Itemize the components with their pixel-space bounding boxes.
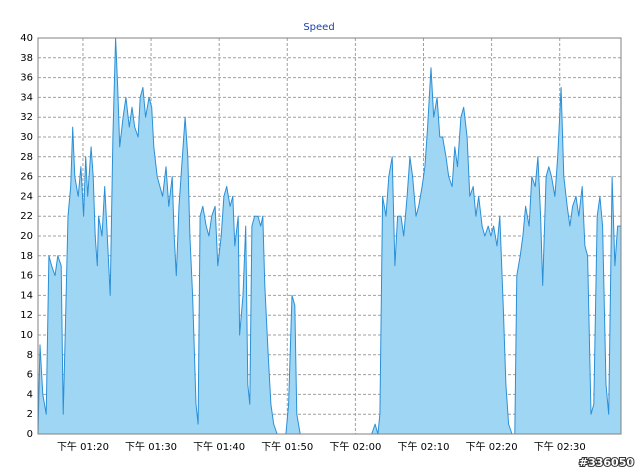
x-tick-label: 下午 02:30 — [534, 440, 586, 453]
chart-title: Speed — [303, 22, 334, 33]
x-tick-label: 下午 01:50 — [261, 440, 313, 453]
y-tick-label: 14 — [20, 290, 33, 301]
y-tick-label: 12 — [20, 310, 33, 321]
y-tick-label: 26 — [20, 172, 33, 183]
y-tick-label: 0 — [27, 429, 33, 440]
area — [37, 37, 622, 435]
y-tick-label: 36 — [20, 73, 33, 84]
watermark: #336050 — [579, 456, 634, 469]
y-tick-label: 10 — [20, 330, 33, 341]
y-tick-label: 6 — [27, 370, 33, 381]
y-tick-label: 30 — [20, 132, 33, 143]
y-tick-label: 24 — [20, 191, 33, 202]
y-tick-label: 18 — [20, 251, 33, 262]
y-tick-label: 16 — [20, 271, 33, 282]
y-tick-label: 40 — [20, 33, 33, 44]
y-tick-label: 20 — [20, 231, 33, 242]
y-tick-label: 2 — [27, 409, 33, 420]
x-tick-label: 下午 02:00 — [329, 440, 381, 453]
y-tick-label: 8 — [27, 350, 33, 361]
y-tick-label: 32 — [20, 112, 33, 123]
x-tick-label: 下午 01:30 — [125, 440, 177, 453]
y-tick-label: 34 — [20, 92, 33, 103]
y-tick-label: 4 — [27, 389, 33, 400]
y-tick-label: 38 — [20, 53, 33, 64]
y-tick-label: 28 — [20, 152, 33, 163]
x-tick-label: 下午 02:10 — [397, 440, 449, 453]
plot-border — [37, 37, 622, 435]
y-tick-label: 22 — [20, 211, 33, 222]
x-tick-label: 下午 01:40 — [193, 440, 245, 453]
x-tick-label: 下午 02:20 — [466, 440, 518, 453]
x-tick-label: 下午 01:20 — [57, 440, 109, 453]
